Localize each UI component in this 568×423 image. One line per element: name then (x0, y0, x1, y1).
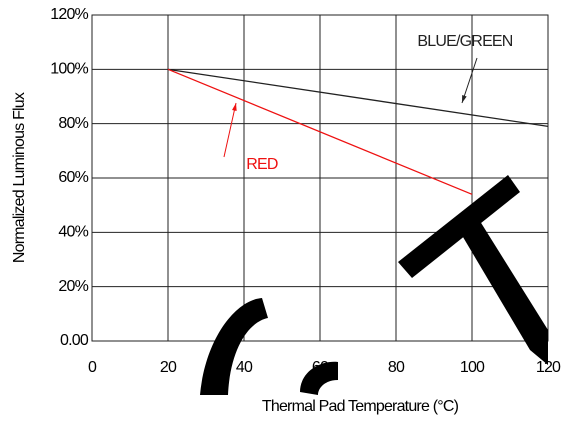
watermark-t-bar (398, 175, 520, 278)
watermark-c (200, 298, 268, 395)
x-tick-label: 80 (388, 359, 405, 376)
plot-border (91, 14, 549, 342)
watermark (200, 175, 548, 395)
x-tick-label: 0 (88, 359, 97, 376)
x-tick-label: 40 (236, 359, 253, 376)
series-line (167, 68, 549, 128)
y-tick-label: 120% (50, 6, 88, 23)
series-annotation: RED (246, 156, 278, 173)
arrow-head (462, 95, 467, 103)
y-tick-label: 40% (58, 224, 88, 241)
x-tick-label: 20 (160, 359, 177, 376)
y-axis-label: Normalized Luminous Flux (11, 92, 28, 263)
x-tick-label: 120 (536, 359, 561, 376)
x-tick-label: 100 (460, 359, 485, 376)
x-axis-label: Thermal Pad Temperature (°C) (262, 398, 459, 415)
series-annotation: BLUE/GREEN (417, 33, 512, 50)
watermark-s (300, 361, 338, 395)
watermark-t-stem (460, 218, 548, 365)
y-tick-label: 80% (58, 115, 88, 132)
annotation-arrow (223, 102, 237, 158)
y-tick-label: 0.00 (60, 332, 89, 349)
annotation-arrow (461, 57, 478, 104)
y-tick-label: 20% (58, 278, 88, 295)
arrow-head (232, 103, 237, 111)
y-tick-label: 60% (58, 169, 88, 186)
y-tick-label: 100% (50, 61, 88, 78)
series-line (167, 68, 473, 195)
